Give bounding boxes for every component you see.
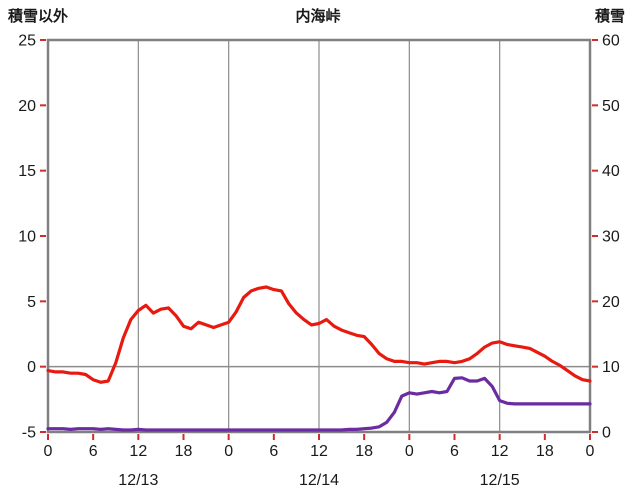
x-axis-tick-label: 0 xyxy=(224,443,233,460)
left-axis-tick-label: 10 xyxy=(18,229,36,246)
x-axis-tick-label: 6 xyxy=(269,443,278,460)
x-axis-tick-label: 6 xyxy=(450,443,459,460)
right-axis-tick-label: 30 xyxy=(602,229,620,246)
x-axis-tick-label: 18 xyxy=(536,443,554,460)
right-axis-tick-label: 50 xyxy=(602,98,620,115)
x-axis-tick-label: 0 xyxy=(44,443,53,460)
series-line-snow xyxy=(46,376,592,432)
plot-border xyxy=(46,38,592,434)
right-axis-tick-label: 40 xyxy=(602,163,620,180)
date-labels: 12/13 12/14 12/15 xyxy=(118,472,519,489)
series-line-non-snow xyxy=(46,285,592,384)
x-axis-tick-label: 0 xyxy=(586,443,595,460)
left-axis-labels: 25 20 15 10 5 0 -5 xyxy=(18,33,36,442)
chart-title: 内海峠 xyxy=(295,8,341,25)
right-axis-tick-label: 20 xyxy=(602,294,620,311)
left-axis-tick-label: 5 xyxy=(27,294,36,311)
x-axis-tick-label: 18 xyxy=(355,443,373,460)
date-label: 12/15 xyxy=(480,472,520,489)
x-axis-tick-label: 6 xyxy=(89,443,98,460)
chart-header: 積雪以外 内海峠 積雪 xyxy=(0,5,636,27)
left-axis-tick-label: 0 xyxy=(27,359,36,376)
x-axis-tick-label: 12 xyxy=(129,443,147,460)
x-axis-ticks xyxy=(47,434,591,440)
left-axis-tick-label: -5 xyxy=(22,425,36,442)
right-axis-tick-label: 0 xyxy=(602,425,611,442)
right-axis-tick-label: 60 xyxy=(602,33,620,50)
date-label: 12/13 xyxy=(118,472,158,489)
left-axis-tick-label: 25 xyxy=(18,33,36,50)
right-axis-tick-label: 10 xyxy=(602,359,620,376)
x-axis-tick-label: 12 xyxy=(310,443,328,460)
right-axis-ticks xyxy=(592,39,598,433)
right-axis-labels: 60 50 40 30 20 10 0 xyxy=(602,33,620,442)
x-axis-tick-label: 18 xyxy=(175,443,193,460)
x-axis-labels: 0 6 12 18 0 6 12 18 0 6 12 18 0 xyxy=(44,443,595,460)
x-axis-tick-label: 0 xyxy=(405,443,414,460)
left-axis-ticks xyxy=(40,39,46,433)
left-axis-tick-label: 15 xyxy=(18,163,36,180)
x-axis-tick-label: 12 xyxy=(491,443,509,460)
left-axis-title: 積雪以外 xyxy=(8,8,69,25)
left-axis-tick-label: 20 xyxy=(18,98,36,115)
right-axis-title: 積雪 xyxy=(594,8,625,25)
grid-lines xyxy=(48,40,590,432)
date-label: 12/14 xyxy=(299,472,339,489)
